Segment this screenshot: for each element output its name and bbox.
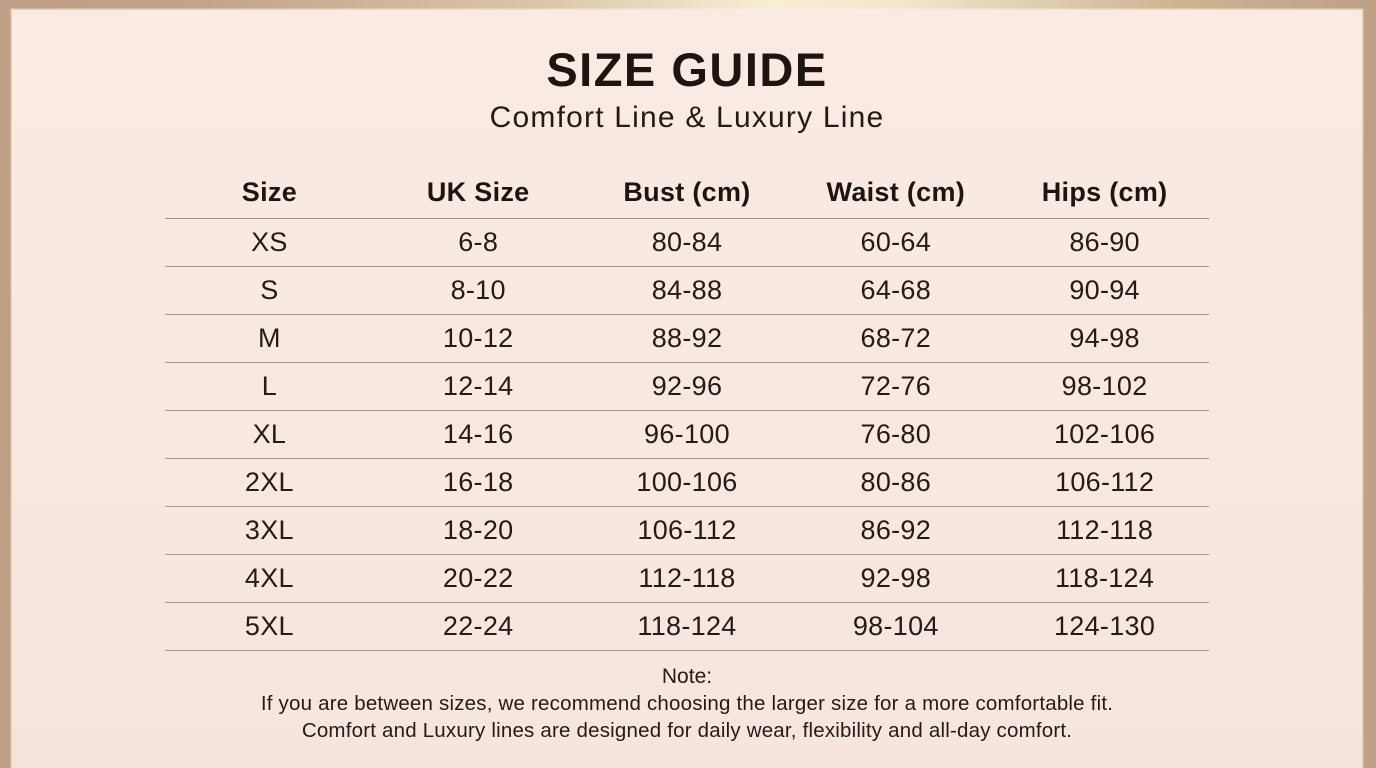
size-table: Size UK Size Bust (cm) Waist (cm) Hips (cm) … xyxy=(165,166,1209,651)
size-table-body: XS 6-8 80-84 60-64 86-90 S 8-10 84-88 64-68 90-94… xyxy=(165,219,1209,651)
table-cell: 92-98 xyxy=(860,563,932,593)
table-cell: 92-96 xyxy=(651,371,723,401)
table-cell: XL xyxy=(252,419,287,449)
page-subtitle: Comfort Line & Luxury Line xyxy=(489,101,885,134)
note-line-2: Comfort and Luxury lines are designed fo… xyxy=(301,719,1073,742)
table-cell: 102-106 xyxy=(1053,419,1156,449)
table-cell: 94-98 xyxy=(1069,323,1140,353)
table-cell: 98-102 xyxy=(1061,371,1148,401)
column-header: Bust (cm) xyxy=(623,176,751,207)
table-cell: 68-72 xyxy=(860,323,932,353)
table-cell: 64-68 xyxy=(860,275,932,305)
table-row: 3XL 18-20 106-112 86-92 112-118 xyxy=(165,507,1209,555)
table-row: XS 6-8 80-84 60-64 86-90 xyxy=(165,219,1209,267)
table-cell: 86-92 xyxy=(860,515,932,545)
table-row: 5XL 22-24 118-124 98-104 124-130 xyxy=(165,603,1209,651)
table-cell: 106-112 xyxy=(1055,467,1155,497)
column-header: Size xyxy=(241,176,298,207)
table-cell: 80-86 xyxy=(860,467,932,497)
table-cell: 8-10 xyxy=(450,275,506,305)
table-cell: 96-100 xyxy=(644,419,730,449)
table-row: XL 14-16 96-100 76-80 102-106 xyxy=(165,411,1209,459)
table-cell: 18-20 xyxy=(442,515,514,545)
table-cell: 84-88 xyxy=(651,275,723,305)
table-cell: 14-16 xyxy=(442,419,514,449)
table-cell: 3XL xyxy=(244,515,294,545)
size-guide-card: SIZE GUIDE Comfort Line & Luxury Line Si… xyxy=(12,10,1362,768)
table-cell: 16-18 xyxy=(442,467,514,497)
table-cell: 118-124 xyxy=(1055,563,1155,593)
table-cell: 4XL xyxy=(244,563,294,593)
column-header: UK Size xyxy=(426,176,530,207)
table-cell: 22-24 xyxy=(442,611,514,641)
page-title: SIZE GUIDE xyxy=(546,43,828,96)
table-cell: XS xyxy=(251,227,288,257)
table-cell: 6-8 xyxy=(458,227,499,257)
table-cell: 76-80 xyxy=(860,419,932,449)
table-row: L 12-14 92-96 72-76 98-102 xyxy=(165,363,1209,411)
table-cell: 20-22 xyxy=(442,563,514,593)
table-cell: 10-12 xyxy=(442,323,514,353)
table-cell: L xyxy=(261,371,278,401)
size-table-header-row: Size UK Size Bust (cm) Waist (cm) Hips (cm) xyxy=(165,166,1209,219)
table-cell: 60-64 xyxy=(860,227,932,257)
note-section: Note: If you are between sizes, we recom… xyxy=(12,664,1362,744)
column-header: Hips (cm) xyxy=(1041,176,1168,207)
table-cell: 12-14 xyxy=(442,371,514,401)
table-row: 4XL 20-22 112-118 92-98 118-124 xyxy=(165,555,1209,603)
table-row: S 8-10 84-88 64-68 90-94 xyxy=(165,267,1209,315)
table-row: 2XL 16-18 100-106 80-86 106-112 xyxy=(165,459,1209,507)
table-cell: 2XL xyxy=(244,467,294,497)
note-line-1: If you are between sizes, we recommend c… xyxy=(260,692,1114,715)
table-cell: 72-76 xyxy=(860,371,932,401)
table-cell: 80-84 xyxy=(651,227,723,257)
table-cell: 86-90 xyxy=(1069,227,1140,257)
table-cell: 118-124 xyxy=(637,611,737,641)
table-cell: 90-94 xyxy=(1069,275,1140,305)
table-cell: 124-130 xyxy=(1053,611,1156,641)
table-cell: 88-92 xyxy=(651,323,723,353)
table-cell: 112-118 xyxy=(1056,515,1154,545)
table-cell: 98-104 xyxy=(852,611,939,641)
table-row: M 10-12 88-92 68-72 94-98 xyxy=(165,315,1209,363)
table-cell: 112-118 xyxy=(638,563,736,593)
table-cell: M xyxy=(258,323,281,353)
note-label: Note: xyxy=(661,665,713,688)
table-cell: S xyxy=(260,275,279,305)
table-cell: 106-112 xyxy=(637,515,737,545)
table-cell: 5XL xyxy=(244,611,294,641)
table-cell: 100-106 xyxy=(636,467,738,497)
column-header: Waist (cm) xyxy=(826,176,966,207)
